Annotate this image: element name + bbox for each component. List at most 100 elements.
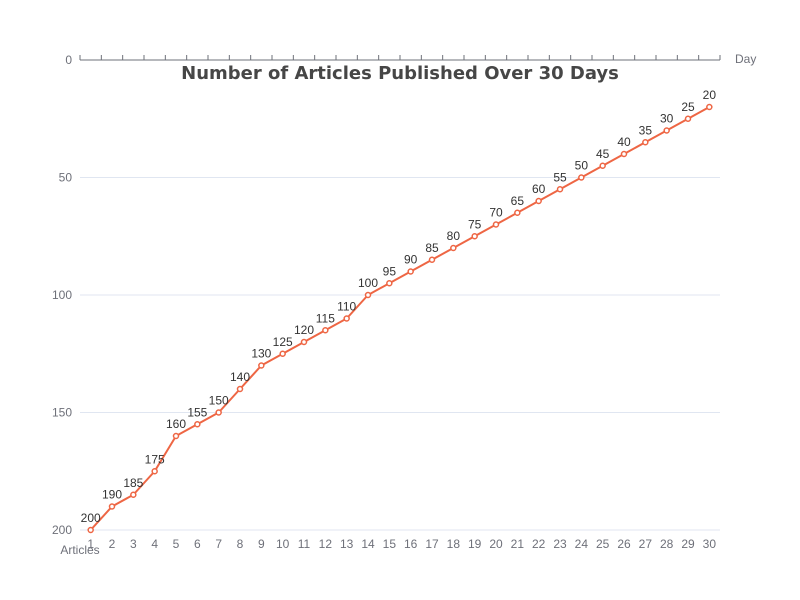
- x-tick-label: 28: [660, 537, 674, 551]
- x-tick-label: 14: [361, 537, 375, 551]
- data-point[interactable]: [706, 103, 713, 111]
- data-point[interactable]: [407, 268, 414, 275]
- data-label: 185: [123, 476, 143, 490]
- data-label: 140: [230, 370, 250, 384]
- x-tick-label: 1: [87, 537, 94, 551]
- data-point[interactable]: [108, 503, 116, 510]
- data-label: 190: [102, 488, 122, 502]
- x-tick-label: 8: [237, 537, 244, 551]
- data-label: 200: [81, 511, 101, 525]
- data-point[interactable]: [663, 127, 670, 134]
- data-label: 95: [383, 264, 397, 278]
- data-label: 160: [166, 417, 186, 431]
- data-label: 175: [145, 452, 165, 466]
- data-point[interactable]: [172, 432, 180, 440]
- x-tick-label: 7: [215, 537, 222, 551]
- data-point[interactable]: [194, 421, 201, 428]
- data-label: 55: [553, 170, 567, 184]
- data-point[interactable]: [215, 409, 222, 416]
- y-tick-label: 0: [65, 53, 72, 67]
- data-point[interactable]: [130, 491, 137, 498]
- x-tick-label: 22: [532, 537, 546, 551]
- y-tick-label: 150: [52, 406, 72, 420]
- data-point[interactable]: [514, 209, 521, 216]
- x-tick-label: 27: [639, 537, 653, 551]
- data-point[interactable]: [300, 338, 308, 346]
- x-tick-label: 20: [489, 537, 503, 551]
- series-layer: [87, 103, 713, 534]
- y-tick-label: 200: [52, 523, 72, 537]
- data-point[interactable]: [386, 280, 393, 287]
- data-label: 20: [703, 88, 717, 102]
- data-point[interactable]: [684, 115, 692, 122]
- x-tick-label: 18: [447, 537, 461, 551]
- data-label: 45: [596, 147, 610, 161]
- x-tick-label: 3: [130, 537, 137, 551]
- x-tick-label: 2: [109, 537, 116, 551]
- data-point[interactable]: [450, 244, 457, 252]
- x-tick-label: 5: [173, 537, 180, 551]
- data-point[interactable]: [642, 139, 649, 146]
- data-label: 70: [489, 206, 503, 220]
- data-point[interactable]: [428, 256, 436, 263]
- x-tick-label: 15: [383, 537, 397, 551]
- data-label: 155: [187, 405, 207, 419]
- grid-layer: [80, 177, 720, 531]
- data-label: 35: [639, 123, 653, 137]
- data-label: 115: [316, 311, 335, 325]
- data-point[interactable]: [492, 221, 500, 228]
- data-point[interactable]: [578, 174, 585, 181]
- data-point[interactable]: [535, 197, 542, 205]
- x-tick-label: 4: [151, 537, 158, 551]
- data-point[interactable]: [599, 162, 606, 169]
- data-label: 75: [468, 217, 482, 231]
- x-tick-label: 25: [596, 537, 610, 551]
- x-tick-label: 29: [681, 537, 695, 551]
- chart-title: Number of Articles Published Over 30 Day…: [181, 63, 619, 84]
- data-point[interactable]: [556, 186, 564, 193]
- data-label: 50: [575, 159, 589, 173]
- data-label: 130: [251, 347, 271, 361]
- y-tick-label: 50: [59, 171, 73, 185]
- x-tick-label: 13: [340, 537, 354, 551]
- data-point[interactable]: [364, 291, 372, 299]
- data-label: 90: [404, 253, 418, 267]
- x-axis-label: Day: [735, 52, 756, 66]
- x-tick-label: 16: [404, 537, 418, 551]
- x-tick-label: 19: [468, 537, 482, 551]
- x-tick-label: 26: [617, 537, 631, 551]
- data-point[interactable]: [151, 468, 158, 475]
- x-tick-label: 21: [511, 537, 525, 551]
- data-label: 110: [337, 300, 356, 314]
- x-tick-label: 11: [298, 537, 311, 551]
- data-label: 120: [294, 323, 314, 337]
- data-label: 30: [660, 112, 674, 126]
- x-tick-label: 9: [258, 537, 265, 551]
- data-label: 25: [681, 100, 695, 114]
- data-label: 80: [447, 229, 461, 243]
- data-label: 125: [273, 335, 293, 349]
- data-point[interactable]: [343, 315, 350, 322]
- data-label: 65: [511, 194, 525, 208]
- x-tick-label: 12: [319, 537, 333, 551]
- data-point[interactable]: [236, 385, 244, 393]
- data-point[interactable]: [279, 350, 286, 357]
- data-point[interactable]: [322, 327, 329, 334]
- data-label: 60: [532, 182, 546, 196]
- series-line: [89, 106, 710, 531]
- data-label: 40: [617, 135, 631, 149]
- x-tick-label: 23: [553, 537, 567, 551]
- y-tick-label: 100: [52, 288, 72, 302]
- x-tick-label: 10: [276, 537, 290, 551]
- data-point[interactable]: [87, 526, 94, 534]
- data-label: 150: [209, 394, 229, 408]
- data-point[interactable]: [620, 150, 628, 158]
- data-point[interactable]: [258, 362, 265, 369]
- x-tick-label: 17: [425, 537, 439, 551]
- data-point[interactable]: [471, 233, 478, 240]
- x-tick-label: 6: [194, 537, 201, 551]
